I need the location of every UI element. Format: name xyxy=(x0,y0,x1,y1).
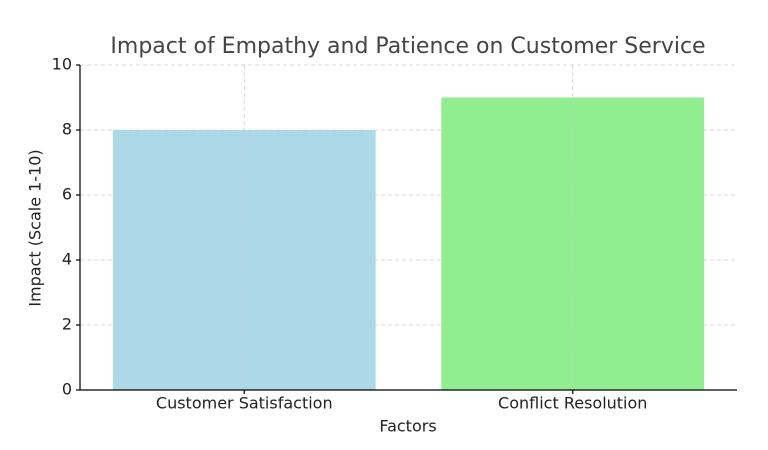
x-axis-label: Factors xyxy=(379,417,436,436)
bar xyxy=(112,130,376,390)
y-axis-label: Impact (Scale 1-10) xyxy=(26,149,45,306)
y-tick-label: 10 xyxy=(52,55,72,74)
y-tick-label: 2 xyxy=(62,315,72,334)
chart-title: Impact of Empathy and Patience on Custom… xyxy=(110,34,705,59)
y-tick-label: 8 xyxy=(62,120,72,139)
y-tick-label: 4 xyxy=(62,250,72,269)
x-tick-label: Customer Satisfaction xyxy=(156,394,333,413)
y-tick-label: 6 xyxy=(62,185,72,204)
y-tick-label: 0 xyxy=(62,380,72,399)
x-tick-label: Conflict Resolution xyxy=(498,394,647,413)
